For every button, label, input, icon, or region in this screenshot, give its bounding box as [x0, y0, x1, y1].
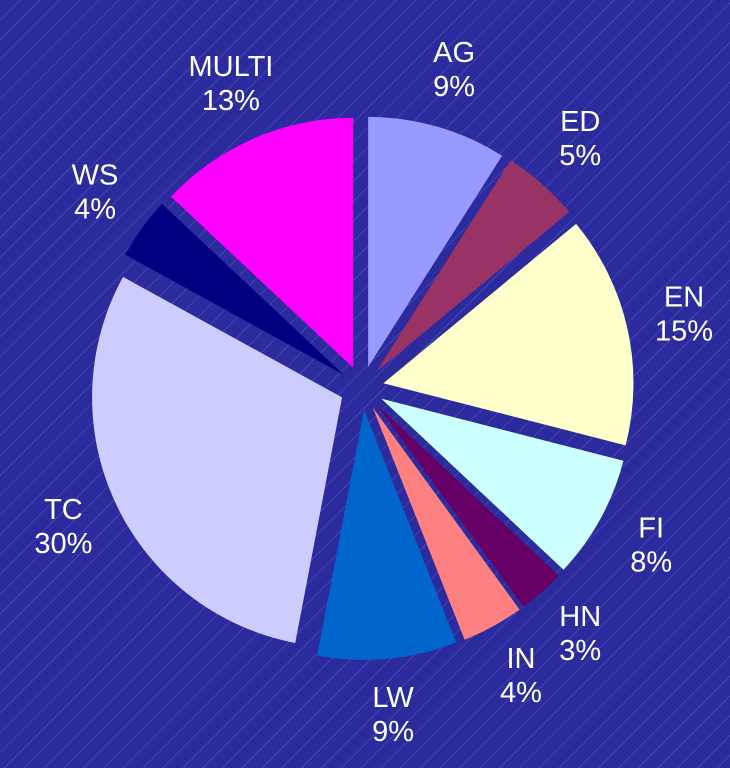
- pie-slice: [92, 276, 343, 643]
- slice-category-label: IN: [506, 643, 535, 675]
- slice-value-label: 30%: [34, 528, 92, 560]
- slice-value-label: 9%: [433, 71, 475, 103]
- pie-slice: [171, 117, 354, 368]
- pie-slice: [368, 116, 503, 367]
- pie-slice: [317, 409, 457, 660]
- slice-category-label: TC: [44, 494, 83, 526]
- slice-value-label: 4%: [74, 194, 116, 226]
- slice-value-label: 8%: [630, 547, 672, 579]
- slice-category-label: EN: [664, 282, 704, 314]
- pie-slice: [125, 203, 345, 376]
- slice-category-label: HN: [559, 601, 601, 633]
- slice-category-label: ED: [560, 106, 600, 138]
- pie-slice: [376, 160, 570, 372]
- slice-category-label: AG: [433, 37, 475, 69]
- pie-slice: [383, 223, 634, 446]
- slice-value-label: 9%: [372, 716, 414, 748]
- slice-category-label: FI: [638, 513, 664, 545]
- pie-slice: [372, 407, 520, 640]
- slice-value-label: 5%: [559, 140, 601, 172]
- pie-slice: [381, 398, 624, 570]
- slice-value-label: 15%: [655, 316, 713, 348]
- slice-value-label: 4%: [500, 677, 542, 709]
- slice-category-label: LW: [372, 682, 414, 714]
- slice-category-label: WS: [72, 160, 119, 192]
- slice-category-label: MULTI: [189, 51, 274, 83]
- slice-value-label: 13%: [202, 85, 260, 117]
- slice-value-label: 3%: [559, 635, 601, 667]
- pie-slice: [376, 404, 559, 607]
